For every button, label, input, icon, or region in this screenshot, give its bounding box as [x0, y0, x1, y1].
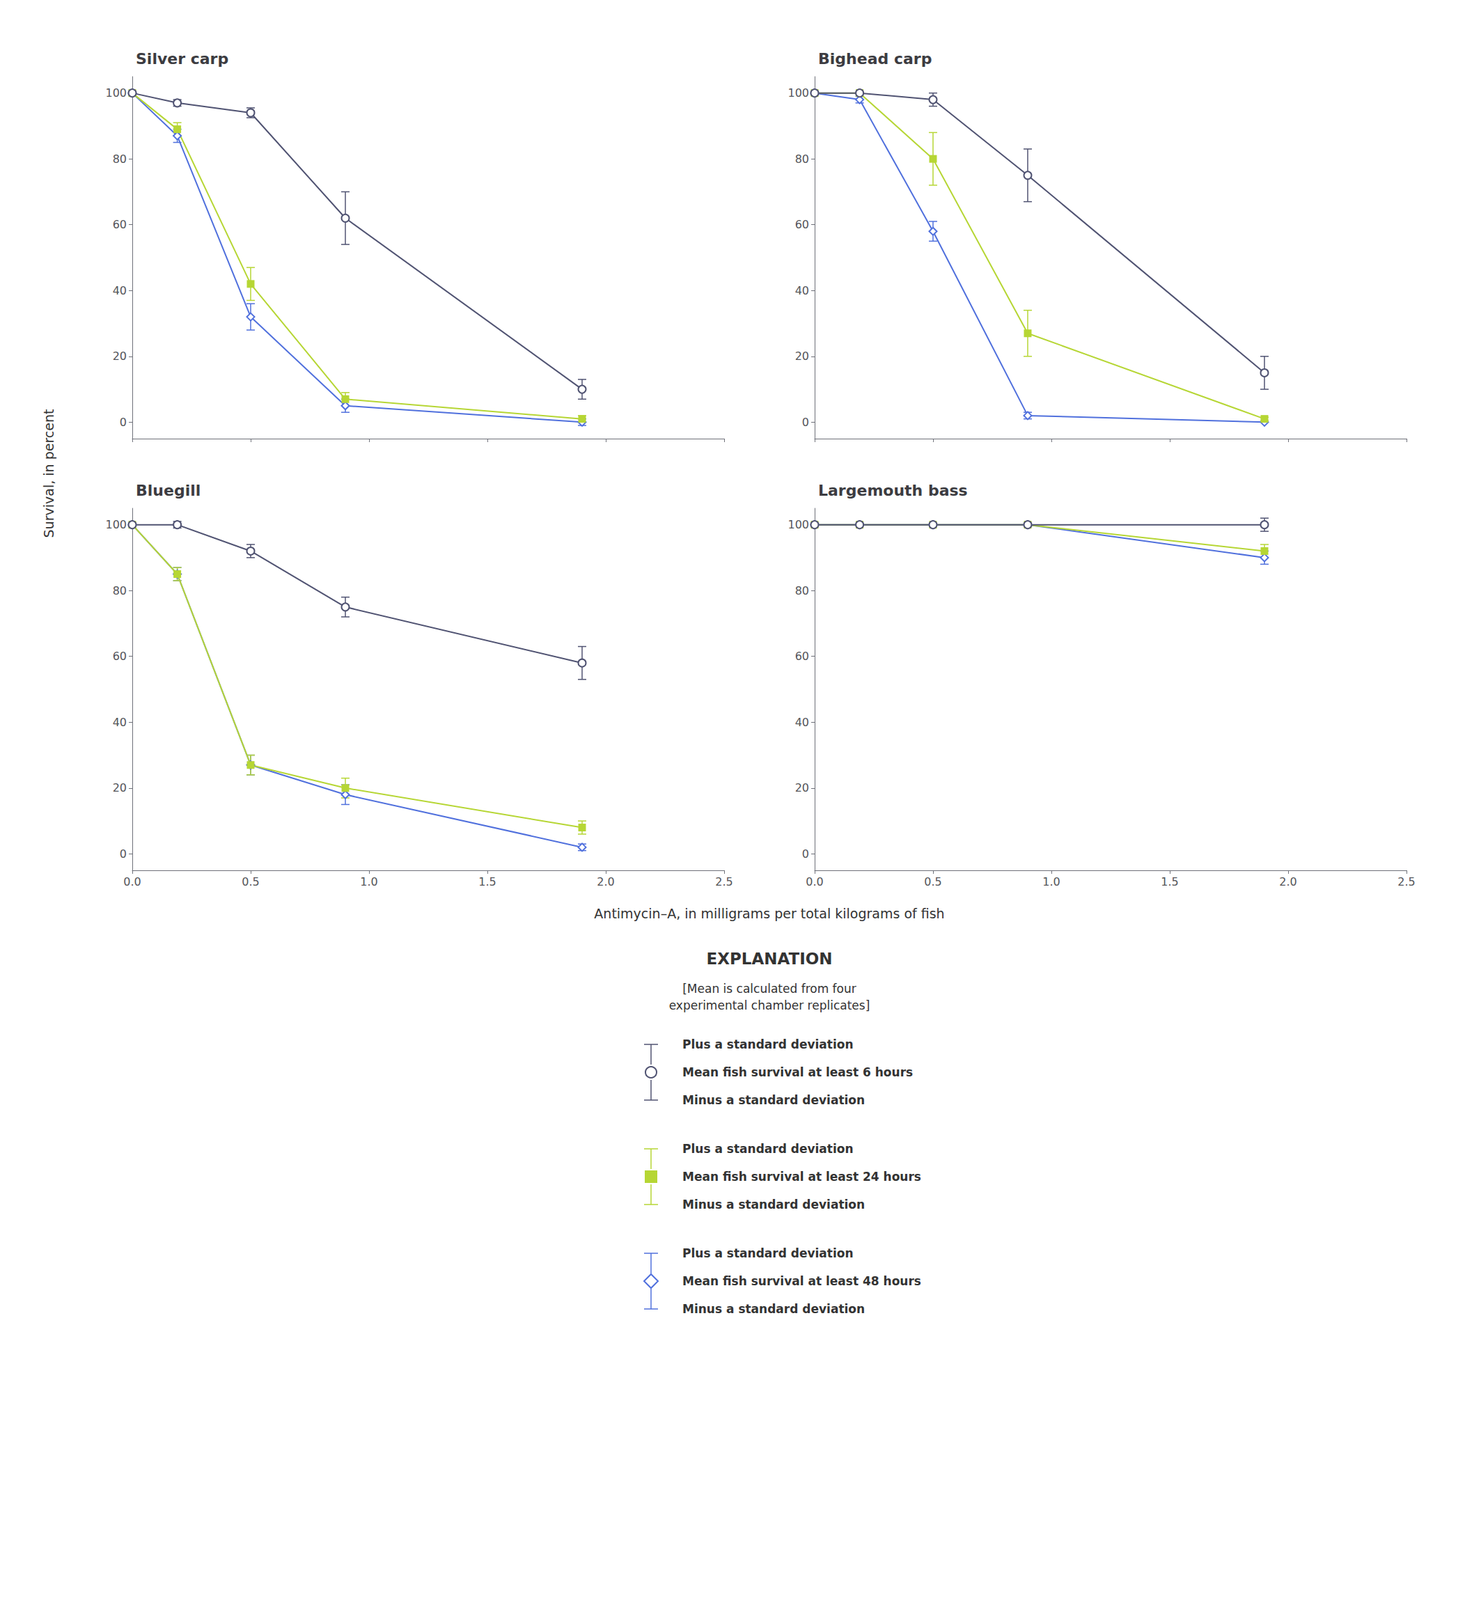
- svg-text:0.5: 0.5: [241, 875, 260, 889]
- svg-text:1.5: 1.5: [478, 875, 496, 889]
- svg-text:2.5: 2.5: [715, 875, 733, 889]
- svg-text:Antimycin–A, in milligrams per: Antimycin–A, in milligrams per total kil…: [593, 905, 945, 922]
- svg-text:80: 80: [112, 584, 127, 598]
- svg-text:60: 60: [112, 217, 127, 232]
- svg-text:80: 80: [795, 584, 810, 598]
- svg-text:[Mean is calculated from four: [Mean is calculated from four: [682, 981, 857, 996]
- svg-text:20: 20: [795, 781, 810, 795]
- svg-text:20: 20: [112, 349, 127, 363]
- svg-text:20: 20: [112, 781, 127, 795]
- svg-text:80: 80: [112, 152, 127, 166]
- svg-text:40: 40: [112, 284, 127, 298]
- svg-text:2.0: 2.0: [596, 875, 615, 889]
- svg-text:0: 0: [802, 847, 810, 861]
- svg-text:1.0: 1.0: [359, 875, 378, 889]
- svg-text:Minus a standard deviation: Minus a standard deviation: [682, 1093, 865, 1108]
- svg-text:0.0: 0.0: [805, 875, 824, 889]
- svg-text:60: 60: [795, 649, 810, 663]
- svg-text:0: 0: [119, 415, 127, 429]
- svg-text:Silver carp: Silver carp: [135, 50, 229, 68]
- svg-text:40: 40: [795, 284, 810, 298]
- svg-text:40: 40: [795, 715, 810, 730]
- svg-text:Largemouth bass: Largemouth bass: [818, 481, 968, 500]
- svg-text:100: 100: [787, 86, 810, 100]
- svg-text:Bighead carp: Bighead carp: [818, 50, 932, 68]
- svg-text:2.0: 2.0: [1279, 875, 1297, 889]
- svg-text:Plus a standard deviation: Plus a standard deviation: [682, 1037, 854, 1052]
- svg-text:100: 100: [105, 518, 127, 532]
- svg-text:100: 100: [105, 86, 127, 100]
- svg-text:0: 0: [802, 415, 810, 429]
- svg-text:2.5: 2.5: [1397, 875, 1415, 889]
- svg-text:20: 20: [795, 349, 810, 363]
- svg-text:1.5: 1.5: [1160, 875, 1179, 889]
- svg-text:experimental chamber replicate: experimental chamber replicates]: [669, 998, 871, 1013]
- svg-text:Survival, in percent: Survival, in percent: [41, 409, 57, 539]
- svg-text:Plus a standard deviation: Plus a standard deviation: [682, 1141, 854, 1156]
- svg-text:1.0: 1.0: [1042, 875, 1060, 889]
- svg-text:40: 40: [112, 715, 127, 730]
- svg-text:Minus a standard deviation: Minus a standard deviation: [682, 1302, 865, 1316]
- svg-text:Mean fish survival at least 24: Mean fish survival at least 24 hours: [682, 1169, 922, 1184]
- svg-text:60: 60: [795, 217, 810, 232]
- svg-text:EXPLANATION: EXPLANATION: [706, 949, 833, 968]
- svg-text:0: 0: [119, 847, 127, 861]
- svg-text:0.5: 0.5: [923, 875, 942, 889]
- svg-text:60: 60: [112, 649, 127, 663]
- svg-text:100: 100: [787, 518, 810, 532]
- svg-text:0.0: 0.0: [123, 875, 141, 889]
- svg-text:Minus a standard deviation: Minus a standard deviation: [682, 1197, 865, 1212]
- svg-text:Mean fish survival at least 6: Mean fish survival at least 6 hours: [682, 1065, 913, 1080]
- svg-text:Plus a standard deviation: Plus a standard deviation: [682, 1246, 854, 1261]
- svg-text:Bluegill: Bluegill: [135, 481, 201, 500]
- svg-text:80: 80: [795, 152, 810, 166]
- svg-text:Mean fish survival at least 48: Mean fish survival at least 48 hours: [682, 1274, 922, 1289]
